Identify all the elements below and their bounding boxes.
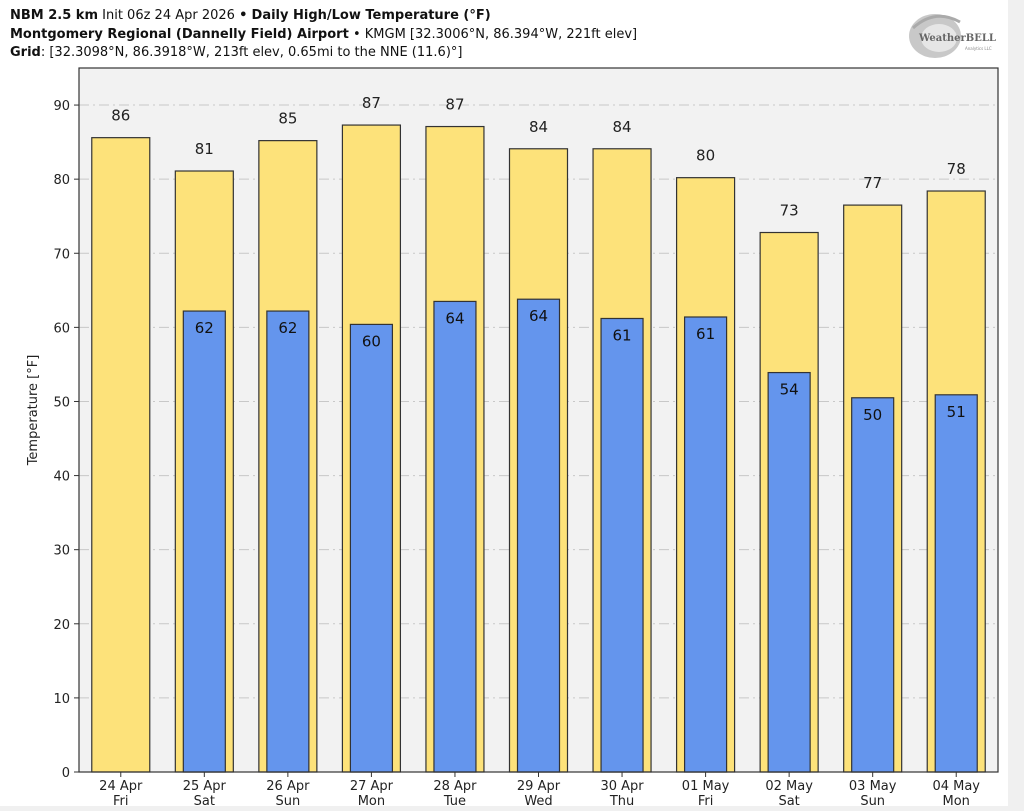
y-axis-label: Temperature [°F] <box>26 355 41 467</box>
bullet: • <box>352 27 361 42</box>
y-tick-label: 30 <box>53 544 70 559</box>
x-tick-day: Sat <box>194 794 215 809</box>
high-value-label: 87 <box>445 96 464 114</box>
low-bar <box>516 298 561 773</box>
low-bar <box>600 317 644 773</box>
logo-arc <box>911 14 961 30</box>
low-value-label: 61 <box>696 325 715 343</box>
high-value-label: 73 <box>780 202 799 220</box>
logo-subtext: Analytics LLC <box>965 46 992 51</box>
low-bar <box>182 310 226 773</box>
high-value-label: 86 <box>111 107 130 125</box>
low-value-label: 54 <box>780 381 799 399</box>
low-bar <box>349 323 394 773</box>
x-tick-date: 24 Apr <box>99 779 143 794</box>
high-value-label: 84 <box>612 118 631 136</box>
high-value-label: 77 <box>863 174 882 192</box>
bars: 86 81 62 85 62 87 60 87 64 84 64 84 61 80 61 73 54 77 50 78… <box>91 94 986 773</box>
grid-label: Grid <box>10 45 41 60</box>
station-name: Montgomery Regional (Dannelly Field) Air… <box>10 27 349 42</box>
weatherbell-logo: WeatherBELL Analytics LLC <box>909 14 996 58</box>
page-margin-bottom <box>0 806 1024 811</box>
grid-info: : [32.3098°N, 86.3918°W, 213ft elev, 0.6… <box>40 45 463 60</box>
low-value-label: 62 <box>278 319 297 337</box>
y-tick-label: 70 <box>53 247 70 262</box>
y-tick-label: 80 <box>53 173 70 188</box>
x-tick-day: Wed <box>524 794 552 809</box>
low-value-label: 51 <box>947 403 966 421</box>
x-tick-date: 04 May <box>932 779 980 794</box>
low-bar <box>851 397 895 773</box>
high-value-label: 84 <box>529 118 548 136</box>
low-bar <box>266 310 310 773</box>
y-tick-label: 90 <box>53 99 70 114</box>
high-value-label: 80 <box>696 147 715 165</box>
plot-frame <box>78 67 999 773</box>
low-value-label: 60 <box>362 332 381 350</box>
page-margin-right <box>1008 0 1024 811</box>
low-bar <box>934 394 978 773</box>
high-value-label: 81 <box>195 140 214 158</box>
low-bar <box>433 300 477 773</box>
low-value-label: 62 <box>195 319 214 337</box>
x-tick-day: Mon <box>358 794 385 809</box>
x-tick-day: Thu <box>609 794 634 809</box>
low-value-label: 64 <box>529 307 548 325</box>
bullet: • <box>239 8 248 23</box>
x-tick-day: Sun <box>860 794 885 809</box>
model-name: NBM 2.5 km <box>10 8 98 23</box>
high-value-label: 85 <box>278 110 297 128</box>
high-value-label: 87 <box>362 94 381 112</box>
header-line-1: NBM 2.5 km Init 06z 24 Apr 2026 • Daily … <box>10 7 491 24</box>
x-tick-day: Mon <box>943 794 970 809</box>
y-tick-label: 40 <box>53 470 70 485</box>
y-tick-label: 10 <box>53 692 70 707</box>
low-value-label: 50 <box>863 406 882 424</box>
y-tick-label: 50 <box>53 395 70 410</box>
x-tick-date: 01 May <box>682 779 730 794</box>
low-value-label: 64 <box>445 309 464 327</box>
x-tick-date: 28 Apr <box>433 779 477 794</box>
logo-text: WeatherBELL <box>918 33 996 44</box>
x-tick-day: Sun <box>275 794 300 809</box>
x-tick-date: 30 Apr <box>600 779 644 794</box>
station-info: KMGM [32.3006°N, 86.394°W, 221ft elev] <box>364 27 638 42</box>
x-tick-date: 26 Apr <box>266 779 310 794</box>
logo-swirl-inner <box>921 24 957 52</box>
x-tick-day: Sat <box>778 794 799 809</box>
product-title: Daily High/Low Temperature (°F) <box>251 8 491 23</box>
x-tick-date: 03 May <box>849 779 897 794</box>
x-tick-date: 29 Apr <box>517 779 561 794</box>
high-bar <box>91 137 151 773</box>
x-tick-day: Fri <box>698 794 714 809</box>
x-tick-day: Fri <box>113 794 129 809</box>
y-tick-label: 20 <box>53 618 70 633</box>
x-tick-date: 02 May <box>765 779 813 794</box>
x-tick-date: 25 Apr <box>183 779 227 794</box>
init-time: Init 06z 24 Apr 2026 <box>102 8 235 23</box>
y-axis-ticks: 0 10 20 30 40 50 60 70 80 90 <box>53 99 79 781</box>
y-tick-label: 0 <box>62 766 70 781</box>
header-line-3: Grid: [32.3098°N, 86.3918°W, 213ft elev,… <box>10 44 462 61</box>
header-line-2: Montgomery Regional (Dannelly Field) Air… <box>10 26 637 43</box>
x-tick-day: Tue <box>443 794 466 809</box>
y-tick-label: 60 <box>53 321 70 336</box>
low-bar <box>767 371 811 773</box>
high-value-label: 78 <box>947 160 966 178</box>
low-bar <box>683 316 728 773</box>
low-value-label: 61 <box>612 326 631 344</box>
x-tick-date: 27 Apr <box>350 779 394 794</box>
